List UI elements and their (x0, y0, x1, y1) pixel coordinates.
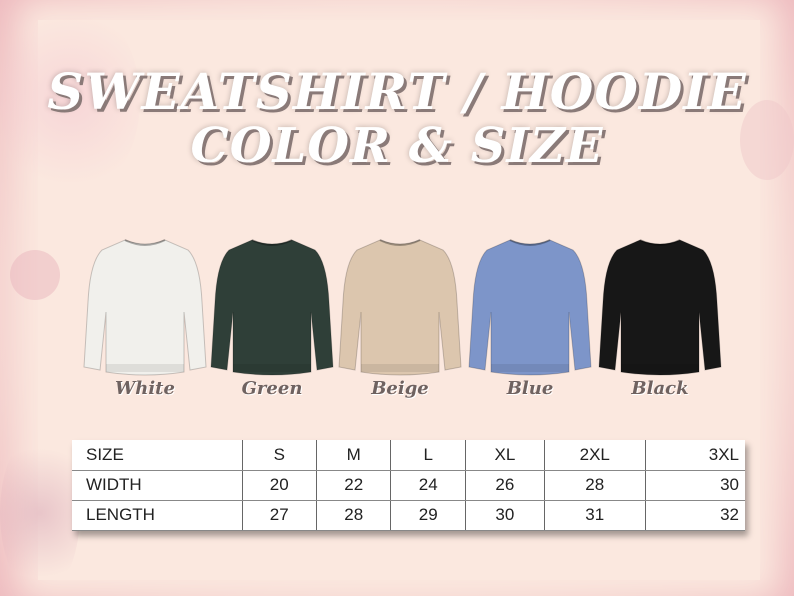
table-cell: 3XL (645, 440, 745, 471)
color-label: Black (631, 378, 689, 399)
table-cell: 31 (544, 500, 646, 531)
color-label: Beige (371, 378, 429, 399)
title-line-1: SWEATSHIRT / HOODIE (47, 62, 747, 121)
button-decoration (10, 250, 60, 300)
table-row: SIZE S M L XL 2XL 3XL (72, 440, 745, 471)
color-label: Blue (506, 378, 554, 399)
sweatshirt-black-image (595, 232, 725, 382)
table-cell: 27 (242, 500, 317, 531)
table-cell: WIDTH (72, 470, 243, 501)
table-cell: LENGTH (72, 500, 243, 531)
table-cell: SIZE (72, 440, 243, 471)
sweatshirt-white-image (80, 232, 210, 382)
table-cell: XL (465, 440, 545, 471)
color-label: White (115, 378, 175, 399)
table-cell: 32 (645, 500, 745, 531)
table-cell: L (390, 440, 466, 471)
color-label: Green (241, 378, 303, 399)
table-cell: 30 (465, 500, 545, 531)
title-line-2: COLOR & SIZE (190, 118, 604, 174)
table-cell: 28 (544, 470, 646, 501)
table-cell: 24 (390, 470, 466, 501)
table-cell: 26 (465, 470, 545, 501)
table-cell: S (242, 440, 317, 471)
flower-decoration (0, 0, 140, 200)
table-cell: 22 (316, 470, 392, 501)
button-decoration (740, 100, 794, 180)
table-cell: 28 (316, 500, 392, 531)
table-cell: 2XL (544, 440, 646, 471)
table-row: WIDTH 20 22 24 26 28 30 (72, 470, 745, 501)
table-cell: M (316, 440, 392, 471)
sweatshirt-blue-image (465, 232, 595, 382)
table-row: LENGTH 27 28 29 30 31 32 (72, 500, 745, 531)
size-table: SIZE S M L XL 2XL 3XL WIDTH 20 22 24 26 28 30 LENGTH 27… (72, 440, 745, 531)
table-cell: 29 (390, 500, 466, 531)
table-cell: 20 (242, 470, 317, 501)
sweatshirt-beige-image (335, 232, 465, 382)
sweatshirt-green-image (207, 232, 337, 382)
table-cell: 30 (645, 470, 745, 501)
flower-decoration (0, 430, 80, 596)
